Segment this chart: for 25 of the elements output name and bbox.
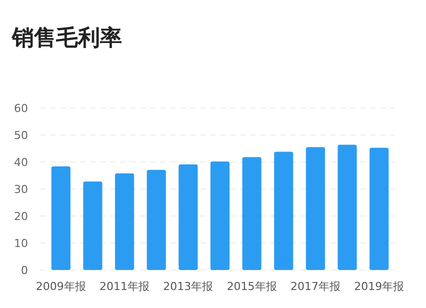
x-tick-label: 2015年报 <box>226 280 277 293</box>
x-tick-label: 2019年报 <box>354 280 404 293</box>
y-tick-label: 60 <box>14 102 28 115</box>
chart-title: 销售毛利率 <box>11 25 122 51</box>
y-tick-label: 30 <box>14 183 28 196</box>
bar <box>242 157 262 270</box>
bar <box>306 147 325 270</box>
y-tick-label: 10 <box>14 237 28 250</box>
y-tick-label: 50 <box>14 129 28 142</box>
bar <box>83 181 102 270</box>
bar <box>370 148 389 270</box>
y-tick-label: 40 <box>14 156 28 169</box>
bar <box>146 170 166 270</box>
bar <box>115 173 134 270</box>
bar <box>210 161 230 270</box>
x-tick-label: 2017年报 <box>290 280 340 293</box>
x-tick-label: 2009年报 <box>36 280 86 293</box>
bar <box>274 152 294 270</box>
bar <box>338 144 357 270</box>
x-tick-label: 2013年报 <box>163 280 214 293</box>
y-tick-label: 20 <box>14 210 28 223</box>
bar <box>51 166 70 270</box>
x-tick-label: 2011年报 <box>100 280 150 293</box>
bar <box>178 164 198 270</box>
y-tick-label: 0 <box>21 264 28 277</box>
